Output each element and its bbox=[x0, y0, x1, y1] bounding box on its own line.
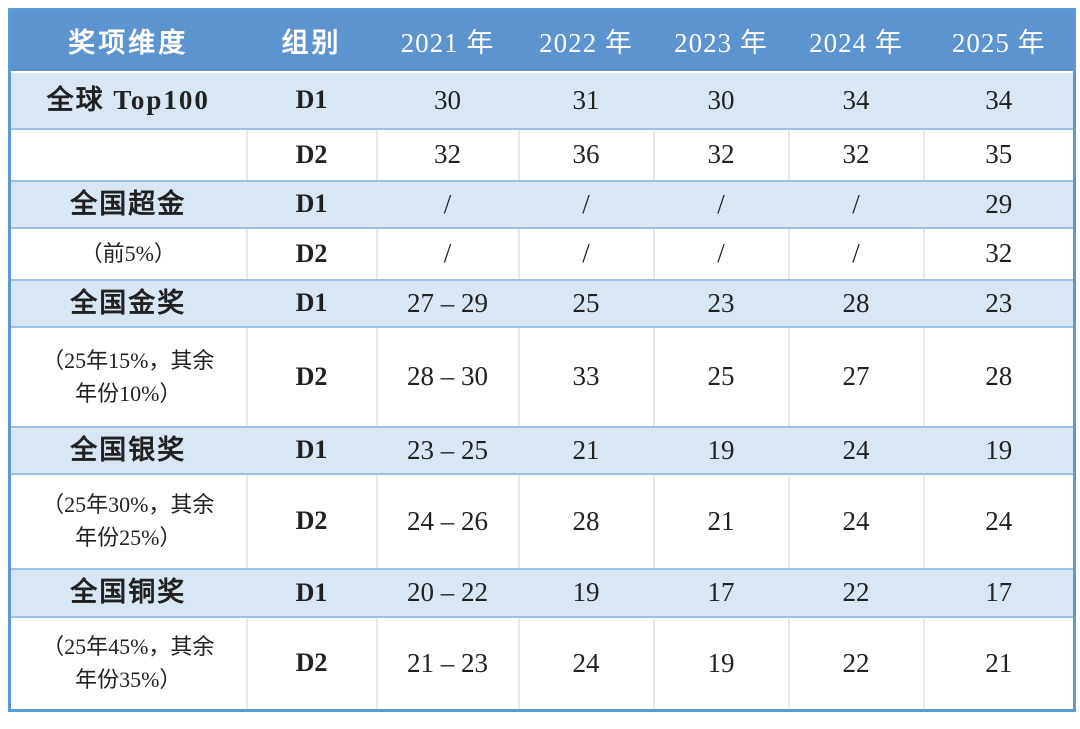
table-row: 全国金奖 D1 27 – 29 25 23 28 23 bbox=[8, 278, 1076, 328]
value-cell: / bbox=[517, 179, 655, 229]
value-cell: 23 bbox=[652, 278, 790, 328]
award-dimension-cell: 全球 Top100 bbox=[8, 70, 248, 130]
award-dimension-cell: （25年15%，其余 年份10%） bbox=[8, 325, 248, 428]
value-cell: 21 bbox=[517, 425, 655, 475]
table-row: 全国铜奖 D1 20 – 22 19 17 22 17 bbox=[8, 567, 1076, 618]
value-cell: 32 bbox=[787, 127, 925, 182]
group-cell: D1 bbox=[245, 179, 378, 229]
value-cell: 33 bbox=[517, 325, 655, 428]
value-cell: / bbox=[787, 179, 925, 229]
value-cell: 29 bbox=[922, 179, 1076, 229]
award-dimension-cell: （前5%） bbox=[8, 226, 248, 281]
value-cell: 17 bbox=[652, 567, 790, 618]
value-cell: 28 bbox=[922, 325, 1076, 428]
group-cell: D1 bbox=[245, 278, 378, 328]
value-cell: 24 bbox=[787, 425, 925, 475]
value-cell: 19 bbox=[922, 425, 1076, 475]
table-row: （25年15%，其余 年份10%） D2 28 – 30 33 25 27 28 bbox=[8, 325, 1076, 428]
value-cell: 23 bbox=[922, 278, 1076, 328]
group-cell: D1 bbox=[245, 70, 378, 130]
column-header-6: 2024 年 bbox=[787, 8, 925, 73]
award-criteria-table: 奖项维度 组别 2021 年 2022 年 2023 年 2024 年 2025 年 全球 … bbox=[8, 8, 1076, 712]
value-cell: 30 bbox=[375, 70, 520, 130]
award-dimension-cell: （25年30%，其余 年份25%） bbox=[8, 472, 248, 570]
column-header-5: 2023 年 bbox=[652, 8, 790, 73]
value-cell: / bbox=[652, 226, 790, 281]
value-cell: 24 bbox=[787, 472, 925, 570]
value-cell: 32 bbox=[375, 127, 520, 182]
column-header-2: 组别 bbox=[245, 8, 378, 73]
column-header-7: 2025 年 bbox=[922, 8, 1076, 73]
group-cell: D2 bbox=[245, 325, 378, 428]
group-cell: D2 bbox=[245, 615, 378, 712]
value-cell: 35 bbox=[922, 127, 1076, 182]
value-cell: 21 – 23 bbox=[375, 615, 520, 712]
table-row: （25年45%，其余 年份35%） D2 21 – 23 24 19 22 21 bbox=[8, 615, 1076, 712]
value-cell: 19 bbox=[652, 425, 790, 475]
value-cell: 20 – 22 bbox=[375, 567, 520, 618]
value-cell: 28 bbox=[517, 472, 655, 570]
value-cell: 25 bbox=[517, 278, 655, 328]
table-row: 全国银奖 D1 23 – 25 21 19 24 19 bbox=[8, 425, 1076, 475]
value-cell: 24 bbox=[922, 472, 1076, 570]
table-row: 全球 Top100 D1 30 31 30 34 34 bbox=[8, 70, 1076, 130]
table-row: 全国超金 D1// //29 bbox=[8, 179, 1076, 229]
value-cell: 28 – 30 bbox=[375, 325, 520, 428]
value-cell: 19 bbox=[652, 615, 790, 712]
award-dimension-cell: （25年45%，其余 年份35%） bbox=[8, 615, 248, 712]
column-header-1: 奖项维度 bbox=[8, 8, 248, 73]
value-cell: 32 bbox=[922, 226, 1076, 281]
value-cell: / bbox=[652, 179, 790, 229]
award-dimension-cell: 全国银奖 bbox=[8, 425, 248, 475]
group-cell: D2 bbox=[245, 127, 378, 182]
column-header-4: 2022 年 bbox=[517, 8, 655, 73]
value-cell: 22 bbox=[787, 567, 925, 618]
group-cell: D2 bbox=[245, 226, 378, 281]
group-cell: D2 bbox=[245, 472, 378, 570]
group-cell: D1 bbox=[245, 567, 378, 618]
award-dimension-cell: 全国铜奖 bbox=[8, 567, 248, 618]
table-row: （25年30%，其余 年份25%） D2 24 – 26 28 21 24 24 bbox=[8, 472, 1076, 570]
value-cell: 36 bbox=[517, 127, 655, 182]
value-cell: 25 bbox=[652, 325, 790, 428]
value-cell: / bbox=[375, 226, 520, 281]
award-dimension-cell: 全国超金 bbox=[8, 179, 248, 229]
value-cell: 22 bbox=[787, 615, 925, 712]
value-cell: / bbox=[375, 179, 520, 229]
value-cell: 27 bbox=[787, 325, 925, 428]
award-dimension-cell bbox=[8, 127, 248, 182]
value-cell: 34 bbox=[922, 70, 1076, 130]
value-cell: 21 bbox=[922, 615, 1076, 712]
header-row: 奖项维度 组别 2021 年 2022 年 2023 年 2024 年 2025 年 bbox=[8, 8, 1076, 73]
value-cell: 34 bbox=[787, 70, 925, 130]
value-cell: 23 – 25 bbox=[375, 425, 520, 475]
table-body: 全球 Top100 D1 30 31 30 34 34 D2 32 36 32 32 35 全国超金 D1/… bbox=[8, 70, 1076, 712]
value-cell: 21 bbox=[652, 472, 790, 570]
table-row: （前5%） D2// //32 bbox=[8, 226, 1076, 281]
value-cell: 24 – 26 bbox=[375, 472, 520, 570]
value-cell: 24 bbox=[517, 615, 655, 712]
value-cell: 27 – 29 bbox=[375, 278, 520, 328]
value-cell: 32 bbox=[652, 127, 790, 182]
group-cell: D1 bbox=[245, 425, 378, 475]
award-dimension-cell: 全国金奖 bbox=[8, 278, 248, 328]
value-cell: / bbox=[787, 226, 925, 281]
value-cell: 28 bbox=[787, 278, 925, 328]
value-cell: 30 bbox=[652, 70, 790, 130]
table-row: D2 32 36 32 32 35 bbox=[8, 127, 1076, 182]
value-cell: / bbox=[517, 226, 655, 281]
value-cell: 17 bbox=[922, 567, 1076, 618]
column-header-3: 2021 年 bbox=[375, 8, 520, 73]
value-cell: 31 bbox=[517, 70, 655, 130]
value-cell: 19 bbox=[517, 567, 655, 618]
